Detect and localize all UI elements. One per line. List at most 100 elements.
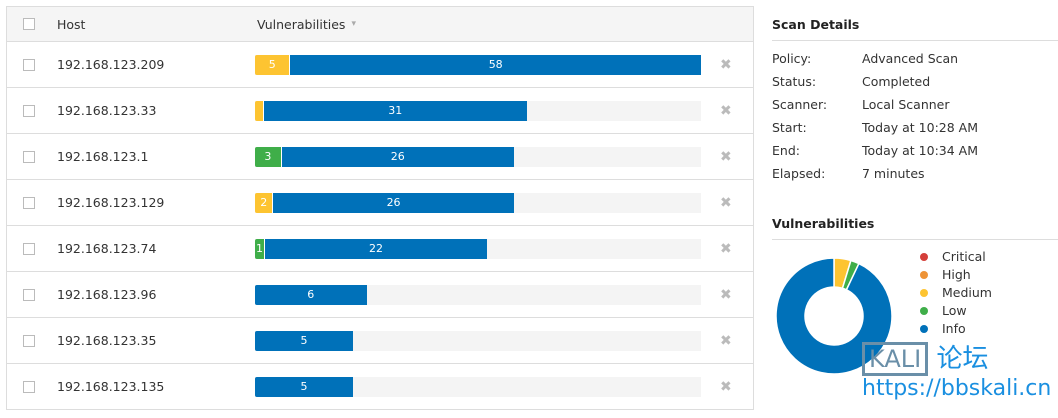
bar-segment-info[interactable]: 22 (265, 238, 487, 259)
vulnerability-bar: 5 (255, 376, 701, 397)
host-address[interactable]: 192.168.123.1 (57, 149, 149, 164)
watermark-url: https://bbskali.cn (862, 376, 1052, 401)
legend-item-medium: Medium (920, 284, 992, 302)
legend-item-critical: Critical (920, 248, 992, 266)
legend-item-low: Low (920, 302, 992, 320)
host-address[interactable]: 192.168.123.74 (57, 241, 157, 256)
row-checkbox[interactable] (23, 196, 35, 209)
vulnerability-bar: 1 22 (255, 238, 701, 259)
table-row[interactable]: 192.168.123.135 5 ✖ (7, 364, 753, 410)
legend-label: Low (942, 303, 967, 318)
detail-value: 7 minutes (862, 166, 925, 181)
detail-item: End: Today at 10:34 AM (772, 139, 1058, 162)
vulnerability-bar: 2 26 (255, 192, 701, 213)
remove-icon[interactable]: ✖ (720, 332, 732, 349)
bar-segment-info[interactable]: 6 (255, 284, 367, 305)
detail-item: Status: Completed (772, 70, 1058, 93)
legend-dot (920, 253, 928, 261)
bar-segment-low[interactable]: 3 (255, 146, 282, 167)
table-row[interactable]: 192.168.123.209 5 58 ✖ (7, 42, 753, 88)
bar-segment-medium[interactable] (255, 100, 264, 121)
legend-label: High (942, 267, 971, 282)
detail-value: Today at 10:28 AM (862, 120, 978, 135)
legend-dot (920, 325, 928, 333)
detail-item: Start: Today at 10:28 AM (772, 116, 1058, 139)
row-checkbox[interactable] (23, 242, 35, 255)
vulnerabilities-column-header[interactable]: Vulnerabilities (257, 16, 346, 32)
detail-label: Start: (772, 120, 807, 135)
host-address[interactable]: 192.168.123.33 (57, 103, 157, 118)
remove-icon[interactable]: ✖ (720, 102, 732, 119)
legend-label: Info (942, 321, 966, 336)
remove-icon[interactable]: ✖ (720, 194, 732, 211)
detail-item: Elapsed: 7 minutes (772, 162, 1058, 185)
detail-label: Scanner: (772, 97, 828, 112)
remove-icon[interactable]: ✖ (720, 286, 732, 303)
host-address[interactable]: 192.168.123.129 (57, 195, 165, 210)
bar-segment-info[interactable]: 26 (281, 146, 514, 167)
side-panel: Scan Details Policy: Advanced Scan Status:… (772, 0, 1058, 375)
legend-label: Medium (942, 285, 992, 300)
host-address[interactable]: 192.168.123.35 (57, 333, 157, 348)
vulnerability-bar: 31 (255, 100, 701, 121)
detail-value: Local Scanner (862, 97, 950, 112)
legend-item-high: High (920, 266, 992, 284)
remove-icon[interactable]: ✖ (720, 56, 732, 73)
legend-label: Critical (942, 249, 986, 264)
remove-icon[interactable]: ✖ (720, 240, 732, 257)
bar-segment-info[interactable]: 5 (255, 330, 354, 351)
detail-value: Advanced Scan (862, 51, 959, 66)
vulnerabilities-donut-chart (776, 258, 893, 375)
row-checkbox[interactable] (23, 334, 35, 347)
table-row[interactable]: 192.168.123.129 2 26 ✖ (7, 180, 753, 226)
detail-value: Today at 10:34 AM (862, 143, 978, 158)
bar-segment-medium[interactable]: 5 (255, 54, 291, 75)
vulnerabilities-title: Vulnerabilities (772, 199, 1058, 240)
bar-segment-info[interactable]: 58 (290, 54, 701, 75)
host-address[interactable]: 192.168.123.135 (57, 379, 165, 394)
vulnerability-bar: 6 (255, 284, 701, 305)
legend-dot (920, 271, 928, 279)
detail-value: Completed (862, 74, 931, 89)
select-all-checkbox[interactable] (23, 18, 35, 30)
row-checkbox[interactable] (23, 288, 35, 301)
row-checkbox[interactable] (23, 380, 35, 393)
table-row[interactable]: 192.168.123.1 3 26 ✖ (7, 134, 753, 180)
vulnerability-bar: 5 58 (255, 54, 701, 75)
remove-icon[interactable]: ✖ (720, 148, 732, 165)
table-row[interactable]: 192.168.123.35 5 ✖ (7, 318, 753, 364)
row-checkbox[interactable] (23, 104, 35, 117)
table-header: Host Vulnerabilities ▾ (7, 7, 753, 42)
host-address[interactable]: 192.168.123.96 (57, 287, 157, 302)
watermark: KALI 论坛 https://bbskali.cn (862, 342, 1052, 402)
legend-dot (920, 307, 928, 315)
table-row[interactable]: 192.168.123.96 6 ✖ (7, 272, 753, 318)
watermark-logo: KALI (862, 342, 929, 376)
bar-segment-info[interactable]: 31 (263, 100, 528, 121)
sort-icon: ▾ (351, 19, 356, 29)
chart-legend: Critical High Medium Low Info (920, 248, 992, 338)
host-address[interactable]: 192.168.123.209 (57, 57, 165, 72)
table-row[interactable]: 192.168.123.33 31 ✖ (7, 88, 753, 134)
scan-details-title: Scan Details (772, 0, 1058, 41)
bar-segment-info[interactable]: 26 (273, 192, 514, 213)
watermark-cn: 论坛 (936, 344, 989, 374)
host-column-header[interactable]: Host (57, 16, 86, 32)
detail-label: Status: (772, 74, 817, 89)
detail-label: End: (772, 143, 800, 158)
vulnerability-bar: 5 (255, 330, 701, 351)
hosts-table: Host Vulnerabilities ▾ 192.168.123.209 5… (6, 6, 754, 410)
detail-item: Scanner: Local Scanner (772, 93, 1058, 116)
detail-label: Policy: (772, 51, 812, 66)
bar-segment-low[interactable]: 1 (255, 238, 266, 259)
vulnerability-bar: 3 26 (255, 146, 701, 167)
detail-item: Policy: Advanced Scan (772, 47, 1058, 70)
bar-segment-medium[interactable]: 2 (255, 192, 274, 213)
legend-item-info: Info (920, 320, 992, 338)
remove-icon[interactable]: ✖ (720, 378, 732, 395)
donut-slice-info[interactable] (776, 258, 893, 375)
row-checkbox[interactable] (23, 58, 35, 71)
table-row[interactable]: 192.168.123.74 1 22 ✖ (7, 226, 753, 272)
bar-segment-info[interactable]: 5 (255, 376, 354, 397)
row-checkbox[interactable] (23, 150, 35, 163)
